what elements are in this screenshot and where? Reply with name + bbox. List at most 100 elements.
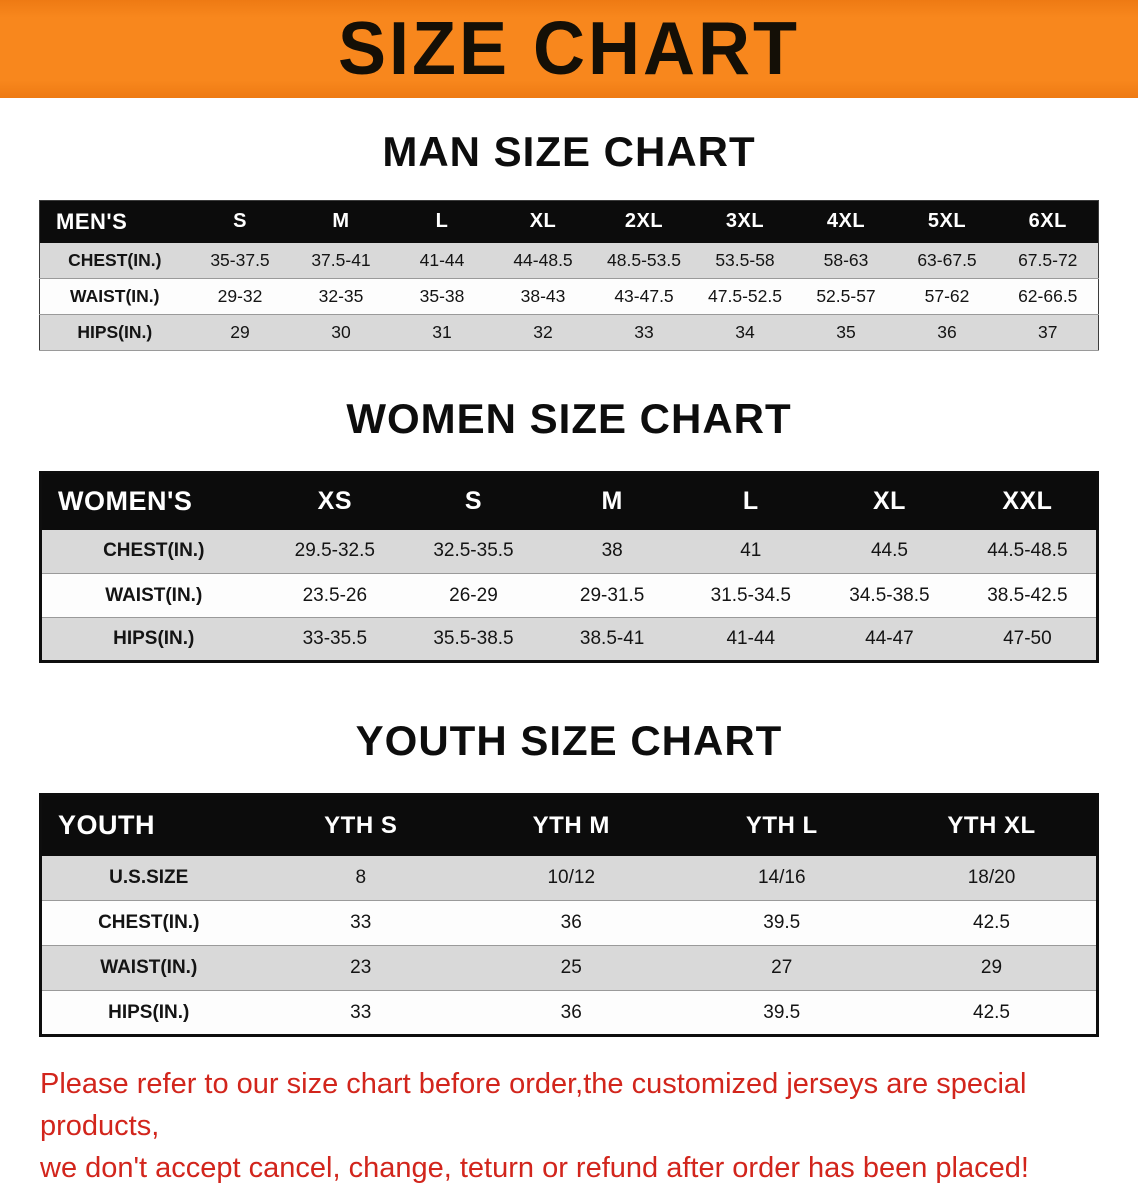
size-value-cell: 14/16 xyxy=(757,866,806,888)
size-value-cell: 62-66.5 xyxy=(1018,286,1078,306)
women-size-chart-heading: WOMEN SIZE CHART xyxy=(346,395,792,442)
man-size-chart-section: MAN SIZE CHART MEN'S S M L XL 2XL 3XL 4XL 5XL 6XL… xyxy=(0,128,1138,351)
size-value-cell: 58-63 xyxy=(823,249,869,270)
size-value-cell: 36 xyxy=(560,912,582,933)
size-column-header: XS xyxy=(265,472,405,530)
table-corner-header: YOUTH xyxy=(40,794,256,856)
size-value-cell: 18/20 xyxy=(967,866,1016,888)
size-value-cell: 33 xyxy=(350,1001,372,1023)
size-value-cell: 63-67.5 xyxy=(917,249,977,270)
size-value-cell: 35 xyxy=(836,322,856,342)
size-column-header: YTH M xyxy=(466,794,677,856)
size-value-cell: 57-62 xyxy=(924,286,970,306)
table-corner-header: WOMEN'S xyxy=(40,472,266,530)
size-value-cell: 8 xyxy=(355,866,367,888)
size-column-header: YTH L xyxy=(676,794,887,856)
size-value-cell: 52.5-57 xyxy=(816,286,876,306)
table-header-row: WOMEN'S XS S M L XL XXL xyxy=(40,472,1098,530)
size-value-cell: 44-47 xyxy=(865,628,914,649)
size-value-cell: 38.5-41 xyxy=(579,628,645,649)
women-size-chart-section: WOMEN SIZE CHART WOMEN'S XS S M L XL XXL CHEST(… xyxy=(0,395,1138,663)
size-value-cell: 38.5-42.5 xyxy=(987,584,1068,606)
size-value-cell: 27 xyxy=(771,957,793,978)
size-value-cell: 23.5-26 xyxy=(302,584,368,606)
size-value-cell: 35-38 xyxy=(419,286,465,306)
size-value-cell: 41-44 xyxy=(419,249,465,270)
size-value-cell: 29-32 xyxy=(217,286,263,306)
size-column-header: YTH XL xyxy=(887,794,1098,856)
row-label: CHEST(IN.) xyxy=(103,540,205,562)
table-row: HIPS(IN.) 33 36 39.5 42.5 xyxy=(40,990,1098,1036)
size-column-header: M xyxy=(290,200,392,243)
size-column-header: S xyxy=(404,472,543,530)
size-value-cell: 36 xyxy=(937,322,957,342)
size-value-cell: 37.5-41 xyxy=(311,249,371,270)
size-column-header: XL xyxy=(492,200,594,243)
youth-size-chart-section: YOUTH SIZE CHART YOUTH YTH S YTH M YTH L YTH… xyxy=(0,717,1138,1037)
size-value-cell: 32-35 xyxy=(318,286,364,306)
women-size-table: WOMEN'S XS S M L XL XXL CHEST(IN.) 29.5-32.5 32.5… xyxy=(39,471,1099,663)
size-value-cell: 32 xyxy=(533,322,553,342)
size-value-cell: 30 xyxy=(331,322,351,342)
table-row: WAIST(IN.) 23 25 27 29 xyxy=(40,945,1098,991)
size-value-cell: 33 xyxy=(350,912,372,933)
size-value-cell: 41 xyxy=(740,540,762,562)
size-value-cell: 39.5 xyxy=(763,912,801,933)
man-size-table: MEN'S S M L XL 2XL 3XL 4XL 5XL 6XL CHEST(IN.) 35-37… xyxy=(39,200,1099,351)
size-value-cell: 38-43 xyxy=(520,286,566,306)
disclaimer-line-2: we don't accept cancel, change, teturn o… xyxy=(40,1152,1029,1185)
size-value-cell: 34 xyxy=(735,322,755,342)
size-value-cell: 37 xyxy=(1038,322,1058,342)
size-value-cell: 35.5-38.5 xyxy=(433,628,514,649)
size-column-header: XL xyxy=(820,472,959,530)
size-value-cell: 31 xyxy=(432,322,452,342)
size-value-cell: 33-35.5 xyxy=(302,628,368,649)
size-value-cell: 47.5-52.5 xyxy=(708,286,782,306)
size-value-cell: 67.5-72 xyxy=(1018,249,1078,270)
size-column-header: 2XL xyxy=(593,200,695,243)
size-value-cell: 25 xyxy=(560,957,582,978)
size-value-cell: 35-37.5 xyxy=(210,249,270,270)
row-label: WAIST(IN.) xyxy=(100,957,198,978)
size-column-header: YTH S xyxy=(255,794,466,856)
table-row: CHEST(IN.) 29.5-32.5 32.5-35.5 38 41 44.5 44.5… xyxy=(40,529,1098,574)
size-value-cell: 29 xyxy=(980,957,1003,978)
row-label: CHEST(IN.) xyxy=(68,249,162,270)
size-value-cell: 32.5-35.5 xyxy=(433,540,514,562)
size-column-header: 4XL xyxy=(795,200,897,243)
size-value-cell: 33 xyxy=(634,322,654,342)
size-value-cell: 36 xyxy=(560,1001,582,1023)
table-row: U.S.SIZE 8 10/12 14/16 18/20 xyxy=(40,855,1098,901)
size-column-header: 5XL xyxy=(896,200,998,243)
disclaimer-text: Please refer to our size chart before or… xyxy=(40,1063,1118,1189)
row-label: WAIST(IN.) xyxy=(105,584,203,606)
row-label: HIPS(IN.) xyxy=(77,322,153,342)
size-value-cell: 44.5-48.5 xyxy=(987,540,1068,562)
size-value-cell: 29.5-32.5 xyxy=(294,540,375,562)
banner-title: SIZE CHART xyxy=(338,7,800,92)
size-column-header: S xyxy=(189,200,291,243)
table-row: HIPS(IN.) 33-35.5 35.5-38.5 38.5-41 41-44 44-… xyxy=(40,617,1098,662)
table-row: WAIST(IN.) 29-32 32-35 35-38 38-43 43-47.5 47.… xyxy=(39,278,1099,315)
row-label: HIPS(IN.) xyxy=(113,628,195,649)
size-value-cell: 42.5 xyxy=(973,1001,1010,1023)
size-column-header: 6XL xyxy=(997,200,1099,243)
youth-size-chart-heading: YOUTH SIZE CHART xyxy=(355,717,783,764)
size-column-header: M xyxy=(542,472,682,530)
size-value-cell: 29-31.5 xyxy=(579,584,645,606)
size-chart-banner: SIZE CHART xyxy=(0,0,1138,98)
row-label: HIPS(IN.) xyxy=(108,1001,190,1023)
table-corner-header: MEN'S xyxy=(39,200,190,243)
size-value-cell: 10/12 xyxy=(547,866,596,888)
size-value-cell: 42.5 xyxy=(973,912,1010,933)
row-label: WAIST(IN.) xyxy=(70,286,160,306)
size-column-header: L xyxy=(681,472,821,530)
size-column-header: L xyxy=(391,200,493,243)
size-value-cell: 48.5-53.5 xyxy=(607,249,681,270)
size-value-cell: 23 xyxy=(350,957,372,978)
row-label: U.S.SIZE xyxy=(109,866,189,888)
size-value-cell: 38 xyxy=(601,540,623,562)
size-column-header: 3XL xyxy=(694,200,796,243)
size-value-cell: 43-47.5 xyxy=(614,286,674,306)
